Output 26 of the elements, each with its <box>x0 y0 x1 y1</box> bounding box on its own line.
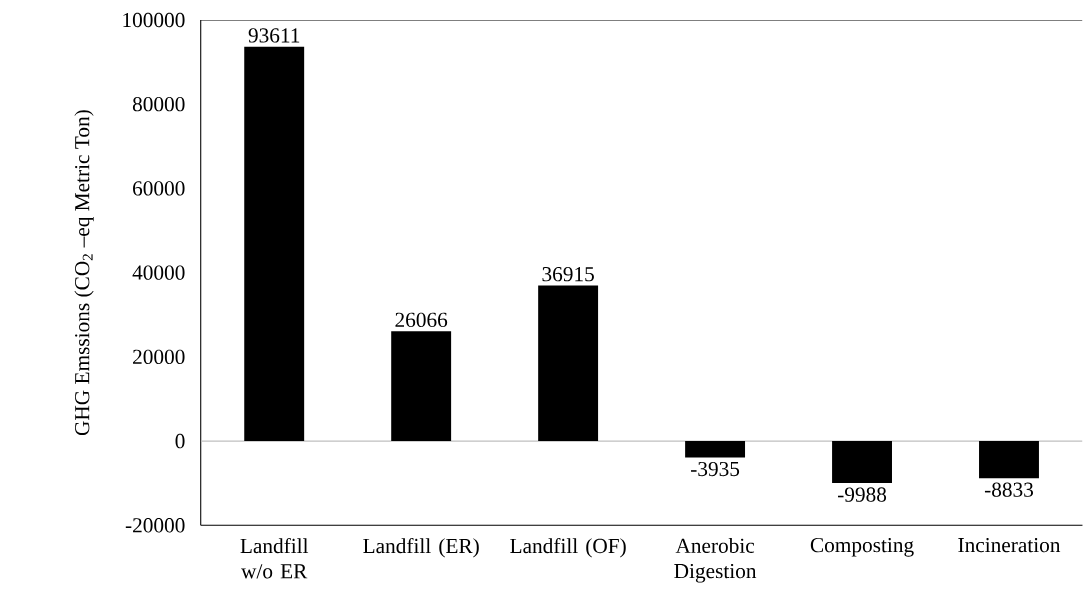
data-label: 26066 <box>395 312 448 327</box>
x-tick-label: Incineration <box>958 537 1061 553</box>
y-tick-label: -20000 <box>125 518 185 533</box>
y-tick-label: 0 <box>175 433 185 449</box>
bar <box>979 440 1039 479</box>
y-tick-label: 20000 <box>133 349 185 364</box>
data-label: 93611 <box>248 28 300 43</box>
y-tick-label: 80000 <box>132 96 185 112</box>
y-axis-title: GHG Emssions (CO$_{2}$ –eq Metric Ton) <box>74 110 94 436</box>
x-tick-label: Composting <box>810 537 914 557</box>
bar <box>244 46 305 441</box>
x-tick-label: Landfill w/o ER <box>240 537 309 579</box>
bar <box>832 440 892 484</box>
x-tick-label: Landfill (ER) <box>363 537 479 558</box>
data-label: -9988 <box>837 487 887 502</box>
x-tick-label: Landfill (OF) <box>510 537 626 558</box>
data-label: 36915 <box>542 266 594 282</box>
x-tick-label: Anerobic Digestion <box>674 537 757 583</box>
data-label: -8833 <box>984 482 1034 497</box>
y-tick-label: 100000 <box>123 12 185 28</box>
y-tick-label: 60000 <box>133 181 185 196</box>
data-label: -3935 <box>691 461 740 477</box>
y-tick-label: 40000 <box>132 265 185 280</box>
bar <box>538 285 599 441</box>
bar <box>391 331 452 441</box>
bar <box>685 440 746 458</box>
